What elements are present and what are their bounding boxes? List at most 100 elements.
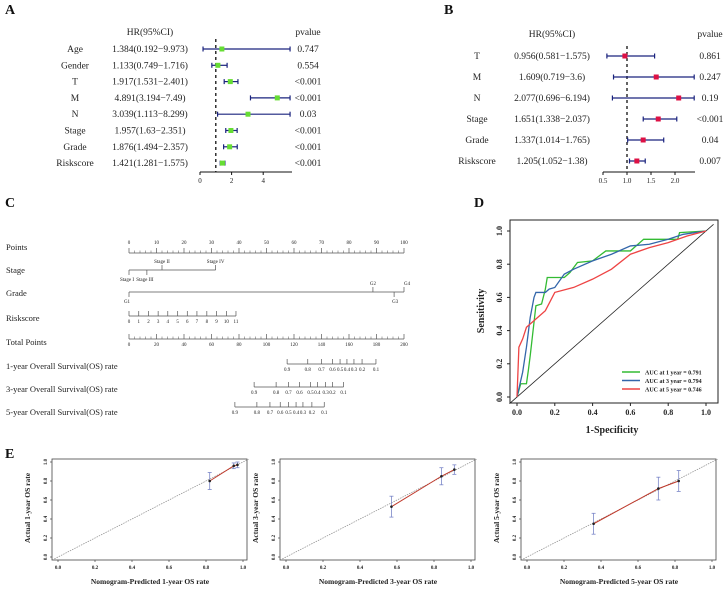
scale-tick-label: 0.9 xyxy=(251,391,258,396)
scale-tick-label: Stage IV xyxy=(207,260,225,265)
y-tick-label: 0.0 xyxy=(495,392,504,402)
p-value: 0.03 xyxy=(300,110,317,120)
scale-tick-label: 140 xyxy=(318,343,326,348)
scale-tick-label: 0.9 xyxy=(284,368,291,373)
scale-tick-label: 200 xyxy=(400,343,408,348)
nomogram-row-label: Riskscore xyxy=(6,313,40,323)
y-axis-label: Actual 5-year OS rate xyxy=(492,472,501,543)
y-tick-label: 0.4 xyxy=(272,515,277,522)
x-tick-label: 0.6 xyxy=(625,408,635,417)
scale-tick-label: 0.6 xyxy=(277,411,284,416)
nomogram-row-label: Points xyxy=(6,242,27,252)
x-tick-label: 0.8 xyxy=(672,566,679,571)
plot-frame xyxy=(279,458,476,561)
scale-tick-label: 0.8 xyxy=(305,368,312,373)
nomogram-row-label: Total Points xyxy=(6,337,47,347)
calibration-point xyxy=(232,464,236,468)
scale-tick-label: 9 xyxy=(215,320,218,325)
row-label: Age xyxy=(67,45,83,55)
scale-tick-label: 2 xyxy=(147,320,150,325)
row-label: Riskscore xyxy=(458,157,495,167)
y-tick-label: 0.6 xyxy=(495,292,504,302)
row-label: Stage xyxy=(64,127,85,137)
y-tick-label: 1.0 xyxy=(495,226,504,236)
y-axis-label: Actual 1-year OS rate xyxy=(23,472,32,543)
ideal-line xyxy=(54,458,249,560)
diagonal-line xyxy=(509,224,714,404)
y-tick-label: 0.8 xyxy=(44,477,49,484)
y-tick-label: 1.0 xyxy=(272,458,277,465)
hr-point xyxy=(676,95,682,101)
x-tick-label: 0.0 xyxy=(283,566,290,571)
row-label: M xyxy=(71,94,80,104)
x-tick-label: 4 xyxy=(261,177,265,185)
x-tick-label: 1.0 xyxy=(709,566,716,571)
row-label: Riskscore xyxy=(56,159,93,169)
calibration-point xyxy=(453,468,456,471)
scale-tick-label: 0 xyxy=(128,343,131,348)
scale-tick-label: 0.8 xyxy=(254,411,261,416)
scale-tick-label: 0.5 xyxy=(307,391,314,396)
hr-value: 1.917(1.531−2.401) xyxy=(112,77,188,88)
hr-value: 4.891(3.194−7.49) xyxy=(114,93,185,104)
scale-tick-label: 0.7 xyxy=(267,411,274,416)
x-tick-label: 0.4 xyxy=(588,408,598,417)
hr-value: 1.384(0.192−9.973) xyxy=(112,44,188,55)
hr-value: 1.133(0.749−1.716) xyxy=(112,60,188,71)
x-tick-label: 0 xyxy=(198,177,202,185)
scale-tick-label: 7 xyxy=(196,320,199,325)
scale-tick-label: 0.3 xyxy=(323,391,330,396)
hr-point xyxy=(655,116,661,122)
hr-point xyxy=(228,128,234,133)
ideal-line xyxy=(282,458,477,560)
scale-tick-label: 0.9 xyxy=(232,411,239,416)
x-tick-label: 1.0 xyxy=(623,177,632,185)
legend-label: AUC at 1 year = 0.791 xyxy=(645,371,702,377)
scale-tick-label: 0.4 xyxy=(344,368,351,373)
y-axis-label: Sensitivity xyxy=(476,289,487,333)
p-value: <0.001 xyxy=(295,143,322,153)
scale-tick-label: 0 xyxy=(128,320,131,325)
y-tick-label: 0.4 xyxy=(495,326,504,336)
x-tick-label: 1.0 xyxy=(701,408,711,417)
panel-label-D: D xyxy=(474,196,484,211)
nomogram-row-label: 3-year Overall Survival(OS) rate xyxy=(6,384,118,394)
plot-frame xyxy=(520,458,717,561)
pvalue-header: pvalue xyxy=(697,30,722,40)
scale-tick-label: 0.5 xyxy=(285,411,292,416)
y-tick-label: 0.8 xyxy=(272,477,277,484)
scale-tick-label: G4 xyxy=(404,282,411,287)
x-axis-label: 1-Specificity xyxy=(586,425,639,436)
panel-label-A: A xyxy=(5,3,16,18)
calibration-point xyxy=(677,479,680,483)
scale-tick-label: 8 xyxy=(206,320,209,325)
hr-value: 2.077(0.696−6.194) xyxy=(514,93,590,104)
scale-tick-label: 0.7 xyxy=(285,391,292,396)
plot-frame xyxy=(51,458,248,561)
scale-tick-label: 10 xyxy=(224,320,230,325)
hr-point xyxy=(219,46,225,52)
scale-tick-label: 0.7 xyxy=(318,368,325,373)
p-value: 0.554 xyxy=(297,61,319,71)
panel-label-C: C xyxy=(5,196,15,211)
x-tick-label: 0.0 xyxy=(524,566,531,571)
hr-value: 1.651(1.338−2.037) xyxy=(514,114,590,125)
scale-tick-label: 0.3 xyxy=(351,368,358,373)
hr-value: 1.609(0.719−3.6) xyxy=(519,72,585,83)
scale-tick-label: 50 xyxy=(264,241,270,246)
scale-tick-label: 100 xyxy=(400,241,408,246)
scale-tick-label: 0.4 xyxy=(314,391,321,396)
row-label: Grade xyxy=(63,143,86,153)
row-label: T xyxy=(72,78,78,88)
p-value: <0.001 xyxy=(295,78,322,88)
p-value: 0.247 xyxy=(699,73,721,83)
roc-curve xyxy=(516,230,707,398)
x-tick-label: 0.2 xyxy=(550,408,560,417)
hr-value: 0.956(0.581−1.575) xyxy=(514,51,590,62)
x-tick-label: 1.5 xyxy=(647,177,656,185)
y-tick-label: 1.0 xyxy=(513,458,518,465)
scale-tick-label: 160 xyxy=(345,343,353,348)
hr-header: HR(95%CI) xyxy=(529,29,575,40)
x-tick-label: 0.4 xyxy=(129,566,136,571)
